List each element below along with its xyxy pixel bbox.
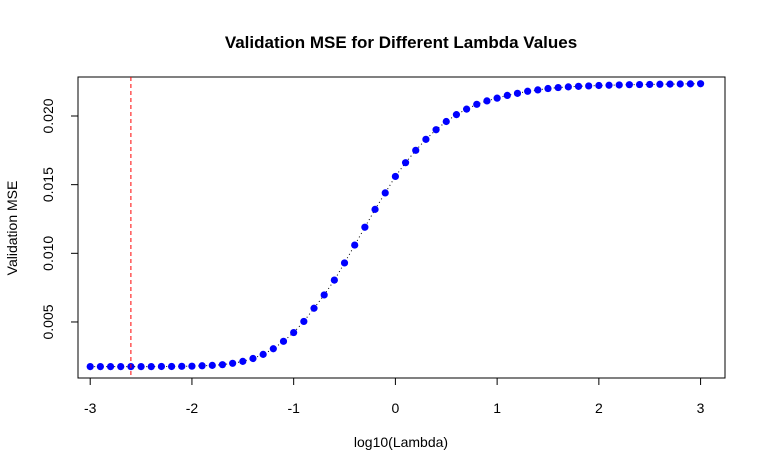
data-point	[534, 86, 542, 94]
plot-frame	[77, 76, 726, 379]
data-point	[432, 126, 440, 134]
data-point	[656, 80, 664, 88]
data-point	[585, 82, 593, 90]
data-point	[574, 82, 583, 90]
data-point	[340, 259, 349, 267]
y-axis-label: Validation MSE	[4, 181, 20, 276]
data-point	[290, 328, 298, 337]
data-point	[473, 100, 481, 108]
data-point	[422, 135, 430, 143]
y-tick-label: 0.005	[40, 304, 56, 339]
x-tick-label: -1	[287, 400, 300, 416]
chart-title: Validation MSE for Different Lambda Valu…	[225, 33, 577, 52]
data-point	[239, 357, 247, 365]
x-tick-label: 1	[493, 400, 501, 416]
data-point	[544, 84, 552, 93]
x-tick-label: -2	[186, 400, 199, 416]
data-point	[666, 80, 674, 88]
y-tick-label: 0.015	[40, 167, 56, 202]
data-point	[157, 362, 166, 371]
data-point	[493, 94, 501, 102]
data-point	[106, 363, 115, 371]
data-point	[310, 304, 318, 312]
data-point	[646, 80, 654, 89]
data-point	[676, 80, 684, 88]
data-point	[86, 363, 94, 371]
data-point	[208, 361, 216, 369]
x-tick-label: 2	[595, 400, 603, 416]
data-point	[412, 146, 420, 154]
data-point	[554, 83, 562, 92]
data-point	[269, 345, 277, 353]
data-point	[218, 361, 227, 369]
data-point	[463, 105, 471, 113]
data-point	[503, 91, 511, 100]
data-point	[635, 80, 644, 89]
data-point	[381, 189, 389, 197]
x-tick-label: 3	[697, 400, 705, 416]
y-axis: 0.005 0.010 0.015 0.020	[40, 98, 78, 339]
data-point	[137, 363, 145, 371]
data-point	[300, 317, 308, 326]
x-tick-label: 0	[391, 400, 399, 416]
data-point	[229, 359, 237, 367]
data-point	[595, 81, 603, 90]
data-point	[117, 363, 125, 371]
data-point	[147, 363, 155, 371]
data-point	[625, 81, 633, 89]
data-point	[564, 83, 572, 91]
x-tick-label: -3	[84, 400, 97, 416]
data-point	[686, 80, 695, 88]
data-point	[483, 97, 491, 105]
data-point	[696, 80, 705, 88]
data-point	[442, 117, 450, 126]
data-point	[615, 81, 623, 89]
data-point	[96, 363, 104, 371]
data-point	[167, 362, 176, 371]
series-line	[90, 83, 701, 368]
data-point	[513, 89, 522, 97]
data-point	[188, 362, 196, 370]
data-point	[401, 159, 410, 167]
plot-area	[86, 77, 705, 378]
x-axis: -3 -2 -1 0 1 2 3	[84, 378, 705, 416]
data-point	[361, 223, 369, 231]
data-point	[351, 241, 359, 249]
data-point	[249, 354, 257, 363]
x-axis-label: log10(Lambda)	[354, 434, 448, 450]
y-tick-label: 0.010	[40, 236, 56, 271]
data-point	[391, 172, 399, 181]
data-point	[371, 205, 379, 213]
data-point	[330, 276, 338, 284]
data-point	[524, 87, 532, 95]
data-point	[320, 291, 328, 299]
data-point	[452, 111, 461, 119]
data-point	[279, 337, 288, 345]
data-point	[178, 362, 186, 370]
y-tick-label: 0.020	[40, 98, 56, 133]
data-point	[198, 362, 206, 370]
data-point	[259, 350, 267, 358]
data-point	[605, 81, 613, 89]
